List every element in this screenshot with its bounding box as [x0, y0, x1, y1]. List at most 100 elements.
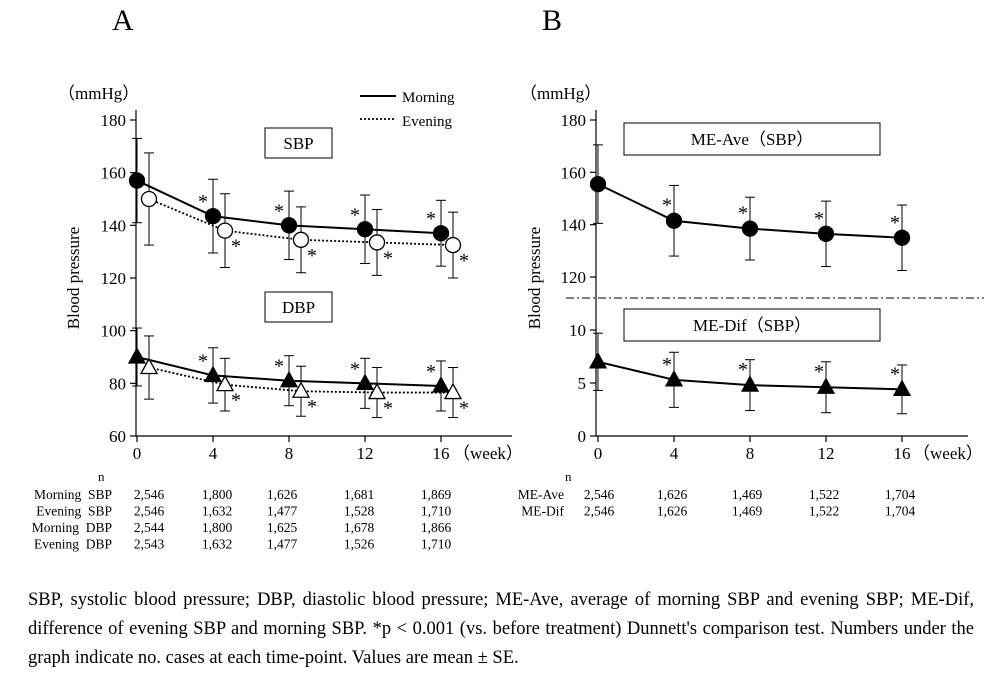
- y-tick-label: 0: [578, 427, 587, 446]
- n-table-cell: 1,866: [421, 520, 452, 535]
- data-point: [588, 351, 608, 369]
- series-me-ave: * * * *: [589, 144, 911, 271]
- data-point: [367, 382, 387, 400]
- x-tick-label: 0: [594, 444, 603, 463]
- n-table-cell: 1,625: [267, 520, 298, 535]
- y-axis-label: Blood pressure: [525, 227, 544, 329]
- series-me-dif: * * * *: [588, 332, 912, 415]
- me-dif-box: [623, 308, 881, 342]
- x-tick-label: 12: [357, 444, 374, 463]
- n-table-cell: 1,626: [657, 504, 688, 519]
- n-table-cell: 2,544: [134, 520, 165, 535]
- significance-marker: *: [274, 356, 284, 378]
- n-table-cell: 1,522: [809, 504, 839, 519]
- significance-marker: *: [198, 350, 208, 372]
- significance-marker: *: [738, 359, 748, 381]
- data-point: [291, 381, 311, 398]
- n-table-row-label: Evening DBP: [34, 537, 112, 552]
- series-evening-sbp: * * * *: [140, 152, 469, 279]
- significance-marker: *: [890, 363, 900, 385]
- significance-marker: *: [198, 191, 208, 213]
- y-tick-label: 5: [578, 374, 587, 393]
- significance-marker: *: [383, 398, 393, 420]
- n-table-cell: 1,869: [421, 487, 452, 502]
- me-ave-box-label: ME-Ave（SBP）: [691, 130, 813, 149]
- n-table-cell: 2,546: [134, 504, 165, 519]
- n-table-cell: 1,477: [267, 504, 298, 519]
- dbp-box-label: DBP: [282, 298, 315, 317]
- panel-label: B: [542, 4, 562, 37]
- significance-marker: *: [814, 208, 824, 230]
- x-tick-label: 8: [285, 444, 294, 463]
- n-table-cell: 1,626: [267, 487, 298, 502]
- x-tick-label: 12: [818, 444, 835, 463]
- x-unit-label: （week）: [913, 444, 983, 463]
- data-point: [893, 229, 911, 246]
- y-tick-label: 120: [101, 269, 127, 288]
- y-tick-label: 160: [101, 164, 127, 183]
- significance-marker: *: [426, 361, 436, 383]
- significance-marker: *: [350, 204, 360, 226]
- data-point: [292, 231, 310, 248]
- x-tick-label: 4: [209, 444, 218, 463]
- n-table-cell: 1,526: [344, 537, 375, 552]
- figure-canvas: A（mmHg）Blood pressure6080100120140160180…: [32, 4, 984, 552]
- y-axis-label: Blood pressure: [64, 227, 83, 329]
- data-point: [216, 222, 234, 239]
- n-table-cell: 2,546: [584, 504, 615, 519]
- me-ave-box: [623, 122, 881, 156]
- n-table-cell: 1,800: [202, 487, 233, 502]
- figure-caption: SBP, systolic blood pressure; DBP, diast…: [28, 590, 974, 668]
- y-tick-label: 140: [101, 216, 127, 235]
- data-point: [444, 236, 462, 254]
- n-table-cell: 1,681: [344, 487, 374, 502]
- significance-marker: *: [459, 398, 469, 420]
- n-table-row-label: Evening SBP: [36, 504, 112, 519]
- panel-b: B （mmHg） Blood pressure 120 140 160 180 0 5 10 0 4 8…: [518, 4, 984, 519]
- n-table-cell: 1,469: [732, 487, 763, 502]
- dbp-box: [264, 291, 333, 323]
- significance-marker: *: [662, 354, 672, 376]
- significance-marker: *: [350, 358, 360, 380]
- legend-label-evening: Evening: [402, 114, 452, 130]
- data-point: [280, 217, 298, 234]
- significance-marker: *: [231, 236, 241, 258]
- data-point: [665, 212, 683, 229]
- n-table-cell: 1,704: [885, 487, 916, 502]
- y-tick-label: 180: [101, 111, 127, 130]
- n-table-row-label: Morning DBP: [32, 520, 112, 535]
- x-tick-label: 0: [133, 444, 142, 463]
- data-point: [816, 377, 836, 394]
- data-point: [368, 234, 386, 251]
- significance-marker: *: [307, 245, 317, 267]
- n-table-row-label: ME-Dif: [521, 504, 564, 519]
- data-point: [817, 225, 835, 242]
- data-point: [140, 190, 158, 208]
- data-point: [128, 172, 146, 189]
- n-table-cell: 1,704: [885, 504, 916, 519]
- n-table-header: n: [565, 469, 572, 484]
- data-point: [589, 175, 607, 193]
- y-tick-label: 140: [561, 216, 587, 235]
- data-point: [432, 225, 450, 242]
- data-point: [215, 374, 235, 392]
- y-tick-label: 120: [561, 268, 587, 287]
- data-point: [443, 382, 463, 400]
- n-table-cell: 1,632: [202, 537, 232, 552]
- y-unit-label: （mmHg）: [520, 84, 601, 103]
- sbp-box: [264, 127, 333, 159]
- me-dif-box-label: ME-Dif（SBP）: [693, 316, 811, 335]
- series-morning-sbp: * * * *: [128, 137, 450, 267]
- n-table-cell: 1,626: [657, 487, 688, 502]
- n-table-cell: 1,632: [202, 504, 232, 519]
- n-table-cell: 2,546: [584, 487, 615, 502]
- significance-marker: *: [274, 200, 284, 222]
- data-point: [356, 221, 374, 238]
- n-table-cell: 2,543: [134, 537, 165, 552]
- series-line: [148, 198, 454, 246]
- significance-marker: *: [738, 203, 748, 225]
- panel-a: A（mmHg）Blood pressure6080100120140160180…: [32, 4, 523, 552]
- n-table-row-label: Morning SBP: [34, 487, 112, 502]
- significance-marker: *: [890, 212, 900, 234]
- n-table-cell: 1,528: [344, 504, 375, 519]
